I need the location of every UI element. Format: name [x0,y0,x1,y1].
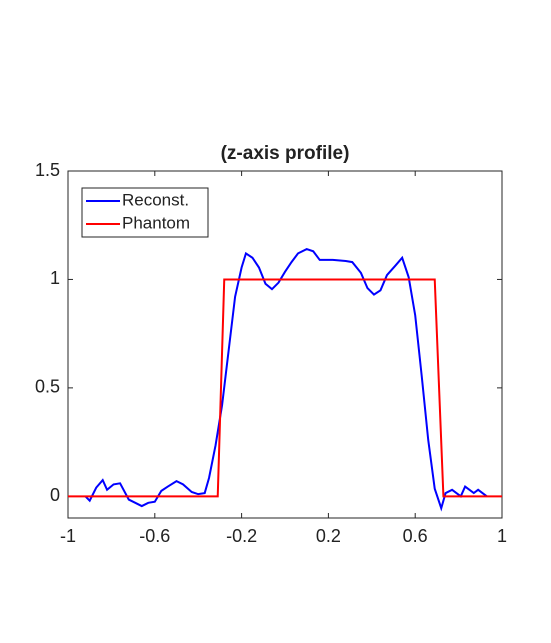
x-tick-label: 1 [497,526,507,546]
legend-label: Phantom [122,213,190,232]
chart-title: (z-axis profile) [221,143,350,164]
y-tick-label: 0.5 [35,377,60,397]
x-tick-label: -0.2 [226,526,257,546]
y-tick-label: 0 [50,485,60,505]
x-tick-label: 0.6 [403,526,428,546]
data-line [84,247,488,512]
legend-box [81,187,209,238]
x-tick-label: 0.2 [316,526,341,546]
y-tick-label: 1.5 [35,160,60,180]
x-tick-label: -1 [60,526,76,546]
data-line [68,278,502,498]
legend-label: Reconst. [122,190,189,209]
x-tick-label: -0.6 [139,526,170,546]
y-tick-label: 1 [50,268,60,288]
